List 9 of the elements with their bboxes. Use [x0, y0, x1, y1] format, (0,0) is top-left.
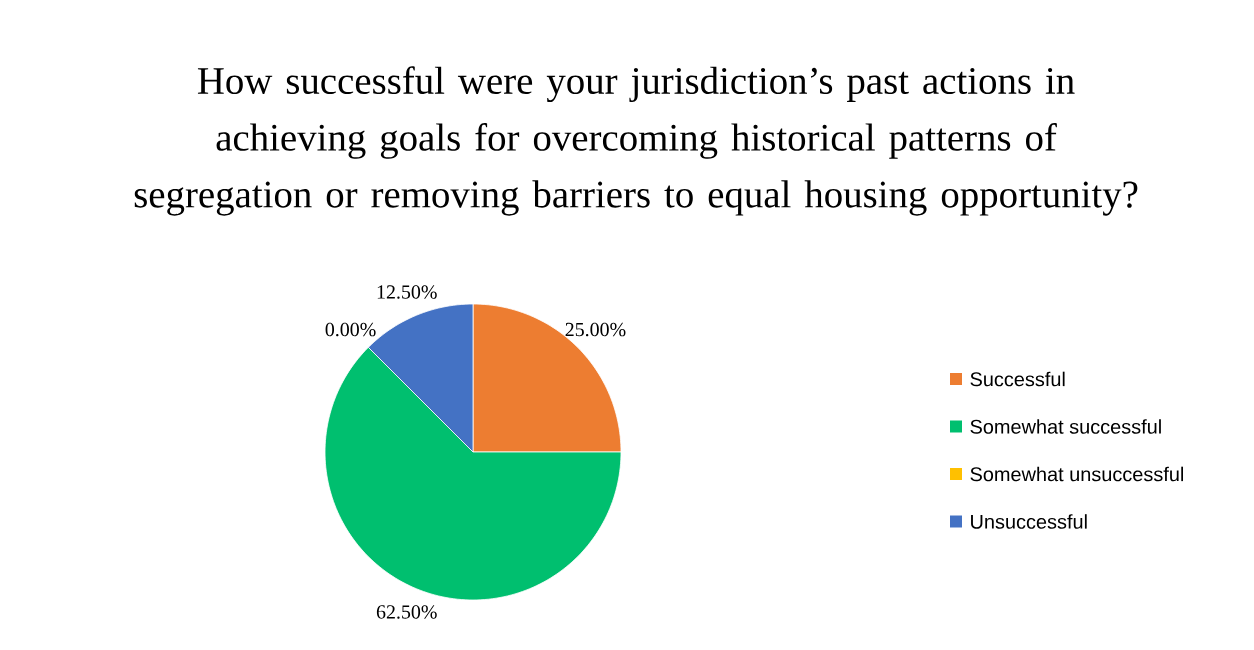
legend-label: Successful — [970, 371, 1065, 387]
legend-label: Somewhat unsuccessful — [970, 466, 1184, 482]
text: 0.00% — [325, 322, 376, 337]
data-label: 12.50% — [377, 285, 437, 299]
legend-label: Somewhat successful — [970, 419, 1161, 434]
legend-label: Unsuccessful — [971, 514, 1087, 529]
data-label: 25.00% — [565, 322, 626, 337]
chart-title: How successful were your jurisdiction’s past actions in achieving goals for overcoming historical patterns of segregation or removing barriers to equal housing opportunity? — [134, 66, 1138, 216]
data-label: 62.50% — [376, 605, 437, 619]
